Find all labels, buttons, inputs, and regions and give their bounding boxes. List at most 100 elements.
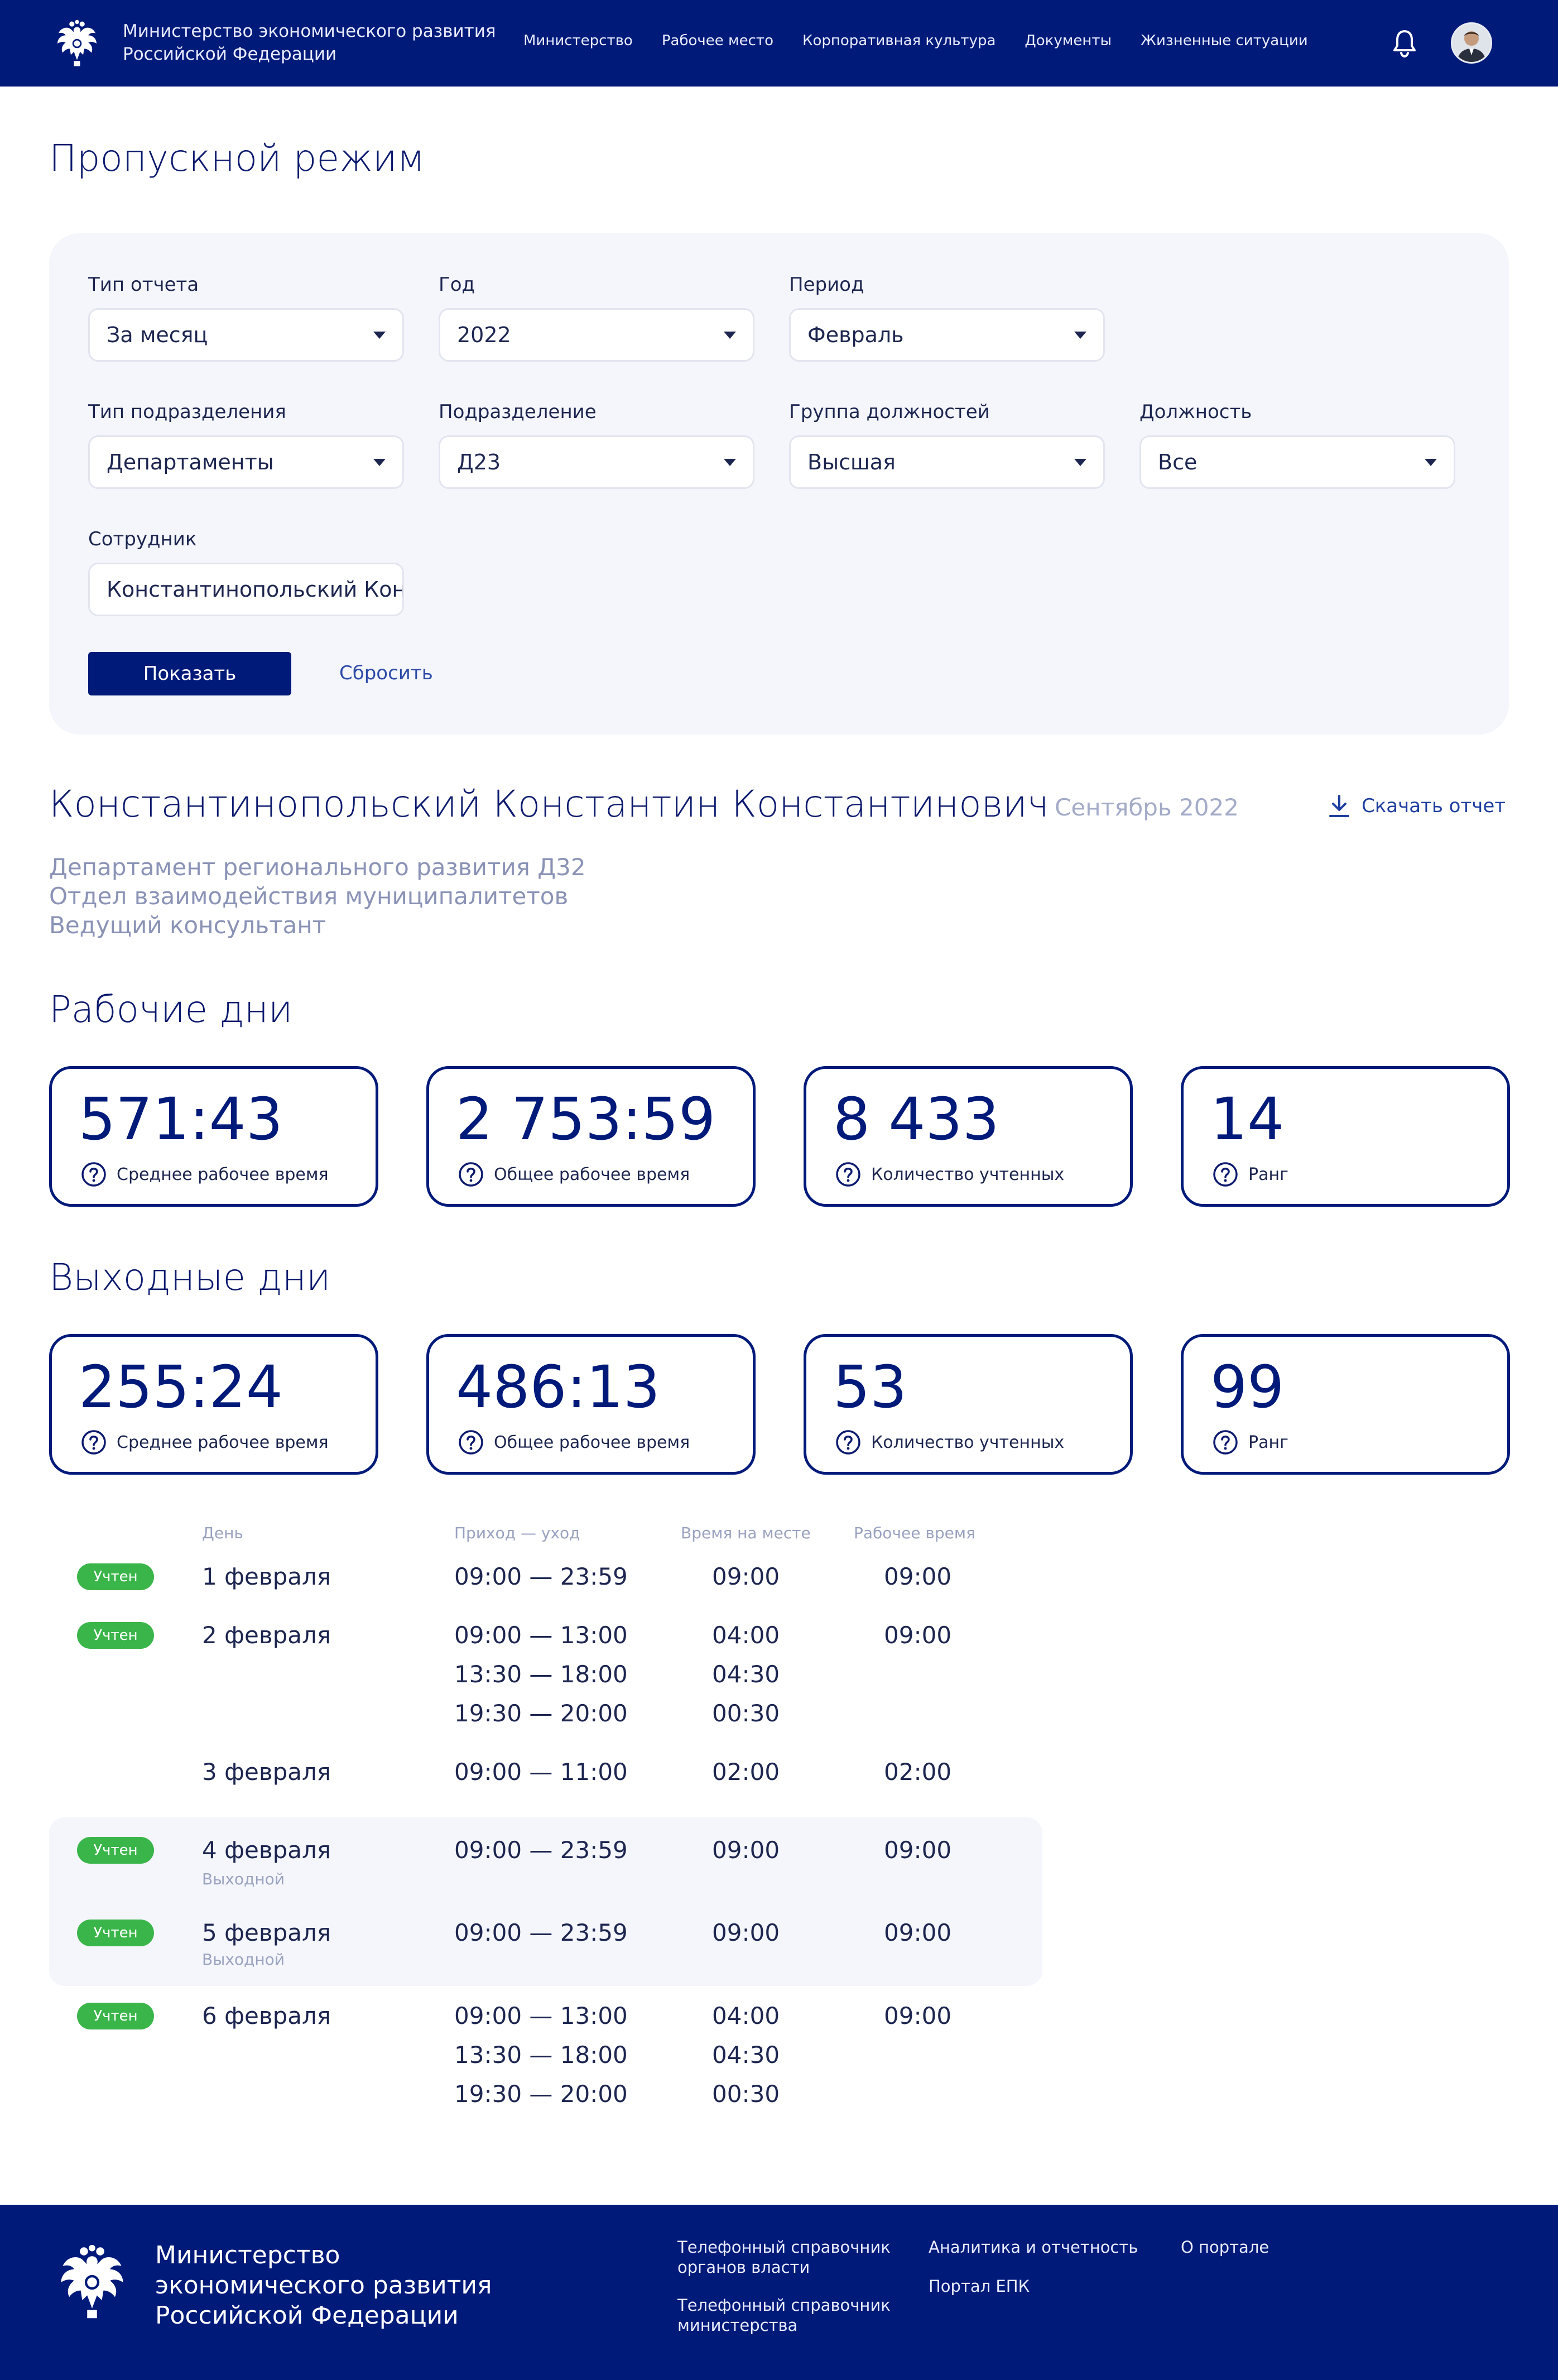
question-icon[interactable] <box>1213 1162 1238 1187</box>
user-avatar-icon <box>1453 24 1490 62</box>
row-day: 4 февраля <box>202 1836 331 1864</box>
footer-org-line2: экономического развития <box>155 2271 492 2300</box>
footer-link-phone-gov[interactable]: Телефонный справочник органов власти <box>677 2237 891 2277</box>
division-type-select[interactable]: Департаменты <box>88 435 404 489</box>
row-inout: 09:00 — 13:00 <box>454 1621 628 1649</box>
position-select[interactable]: Все <box>1139 435 1455 489</box>
row-day: 3 февраля <box>202 1758 331 1786</box>
footer-link-about[interactable]: О портале <box>1181 2238 1270 2257</box>
stat-value: 255:24 <box>79 1353 283 1421</box>
row-onsite: 04:00 <box>712 2002 780 2029</box>
col-header-inout: Приход — уход <box>454 1524 580 1542</box>
nav-item-workplace[interactable]: Рабочее место <box>661 32 773 49</box>
row-day: 6 февраля <box>202 2002 331 2029</box>
question-icon[interactable] <box>81 1429 107 1455</box>
weekend-rows-highlight <box>49 1817 1042 1986</box>
position-field: Должность Все <box>1139 401 1455 489</box>
org-name: Министерство экономического развития Рос… <box>123 20 496 66</box>
row-inout: 09:00 — 23:59 <box>454 1563 628 1590</box>
question-icon[interactable] <box>835 1162 861 1187</box>
stat-label: Количество учтенных <box>871 1164 1065 1184</box>
report-type-select[interactable]: За месяц <box>88 308 404 362</box>
row-work: 09:00 <box>884 1563 952 1590</box>
status-badge: Учтен <box>77 1837 154 1864</box>
employee-position: Ведущий консультант <box>49 911 326 939</box>
question-icon[interactable] <box>81 1162 107 1187</box>
reset-button[interactable]: Сбросить <box>339 662 433 684</box>
nav-item-culture[interactable]: Корпоративная культура <box>802 32 996 49</box>
footer-org-line1: Министерство <box>155 2241 340 2269</box>
stat-label: Количество учтенных <box>871 1432 1065 1452</box>
page-title: Пропускной режим <box>49 137 425 180</box>
row-inout: 19:30 — 20:00 <box>454 1700 628 1727</box>
position-group-select[interactable]: Высшая <box>789 435 1105 489</box>
stat-value: 486:13 <box>456 1353 660 1421</box>
stat-caption: Количество учтенных <box>835 1429 1064 1455</box>
stat-label: Ранг <box>1248 1164 1288 1184</box>
download-label: Скачать отчет <box>1362 795 1506 817</box>
employee-name: Константинопольский Константин Константи… <box>49 783 1049 826</box>
stat-card-avg-work: 571:43 Среднее рабочее время <box>49 1066 378 1207</box>
row-inout: 09:00 — 23:59 <box>454 1919 628 1946</box>
caret-down-icon <box>1425 458 1437 466</box>
eagle-emblem-icon[interactable] <box>51 18 103 69</box>
filters-panel: Тип отчета За месяц Год 2022 Период Февр… <box>49 233 1509 735</box>
row-onsite: 04:00 <box>712 1621 780 1649</box>
status-badge: Учтен <box>77 1563 154 1590</box>
org-name-line2: Российской Федерации <box>123 44 337 64</box>
row-day-note: Выходной <box>202 1950 285 1969</box>
bell-icon[interactable] <box>1392 28 1417 58</box>
employee-input[interactable]: Константинопольский Конс <box>88 563 404 616</box>
row-work: 09:00 <box>884 1621 952 1649</box>
nav-item-life-situations[interactable]: Жизненные ситуации <box>1141 32 1308 49</box>
row-onsite: 09:00 <box>712 1836 780 1864</box>
stat-caption: Ранг <box>1213 1429 1288 1455</box>
stat-card-count: 8 433 Количество учтенных <box>804 1066 1133 1207</box>
question-icon[interactable] <box>835 1429 861 1455</box>
position-group-label: Группа должностей <box>789 401 990 423</box>
footer: Министерство экономического развития Рос… <box>0 2205 1558 2380</box>
nav-item-documents[interactable]: Документы <box>1025 32 1112 49</box>
footer-link-analytics[interactable]: Аналитика и отчетность <box>929 2238 1138 2257</box>
nav-item-ministry[interactable]: Министерство <box>523 32 633 49</box>
stat-caption: Среднее рабочее время <box>81 1429 329 1455</box>
row-inout: 09:00 — 23:59 <box>454 1836 628 1864</box>
period-value: Февраль <box>807 323 904 347</box>
row-day: 2 февраля <box>202 1621 331 1649</box>
division-label: Подразделение <box>439 401 597 423</box>
show-button[interactable]: Показать <box>88 652 291 695</box>
footer-link-phone-ministry[interactable]: Телефонный справочник министерства <box>677 2295 891 2335</box>
top-header: Министерство экономического развития Рос… <box>0 0 1558 87</box>
row-inout: 19:30 — 20:00 <box>454 2080 628 2108</box>
question-icon[interactable] <box>458 1429 484 1455</box>
division-value: Д23 <box>457 450 501 474</box>
year-select[interactable]: 2022 <box>439 308 754 362</box>
caret-down-icon <box>724 458 736 466</box>
division-type-value: Департаменты <box>107 450 274 474</box>
employee-unit: Отдел взаимодействия муниципалитетов <box>49 882 569 910</box>
period-field: Период Февраль <box>789 273 1105 362</box>
avatar[interactable] <box>1451 22 1492 64</box>
stat-card-total-work-weekend: 486:13 Общее рабочее время <box>426 1334 756 1475</box>
eagle-emblem-icon[interactable] <box>51 2240 133 2324</box>
main-nav: Министерство Рабочее место Корпоративная… <box>523 32 1337 49</box>
position-value: Все <box>1158 450 1198 474</box>
question-icon[interactable] <box>458 1162 484 1187</box>
row-work: 09:00 <box>884 1919 952 1946</box>
stat-label: Среднее рабочее время <box>117 1164 329 1184</box>
employee-label: Сотрудник <box>88 528 197 550</box>
footer-link-phone-gov-line1: Телефонный справочник <box>677 2238 891 2257</box>
download-report-link[interactable]: Скачать отчет <box>1328 794 1506 818</box>
position-group-value: Высшая <box>807 450 896 474</box>
col-header-work: Рабочее время <box>854 1524 975 1542</box>
footer-org-name: Министерство экономического развития Рос… <box>155 2240 492 2331</box>
stat-value: 53 <box>833 1353 907 1421</box>
footer-link-epk[interactable]: Портал ЕПК <box>929 2277 1030 2296</box>
division-type-field: Тип подразделения Департаменты <box>88 401 404 489</box>
division-select[interactable]: Д23 <box>439 435 754 489</box>
period-select[interactable]: Февраль <box>789 308 1105 362</box>
download-icon <box>1329 795 1349 817</box>
stat-caption: Общее рабочее время <box>458 1429 690 1455</box>
caret-down-icon <box>724 331 736 339</box>
question-icon[interactable] <box>1213 1429 1238 1455</box>
